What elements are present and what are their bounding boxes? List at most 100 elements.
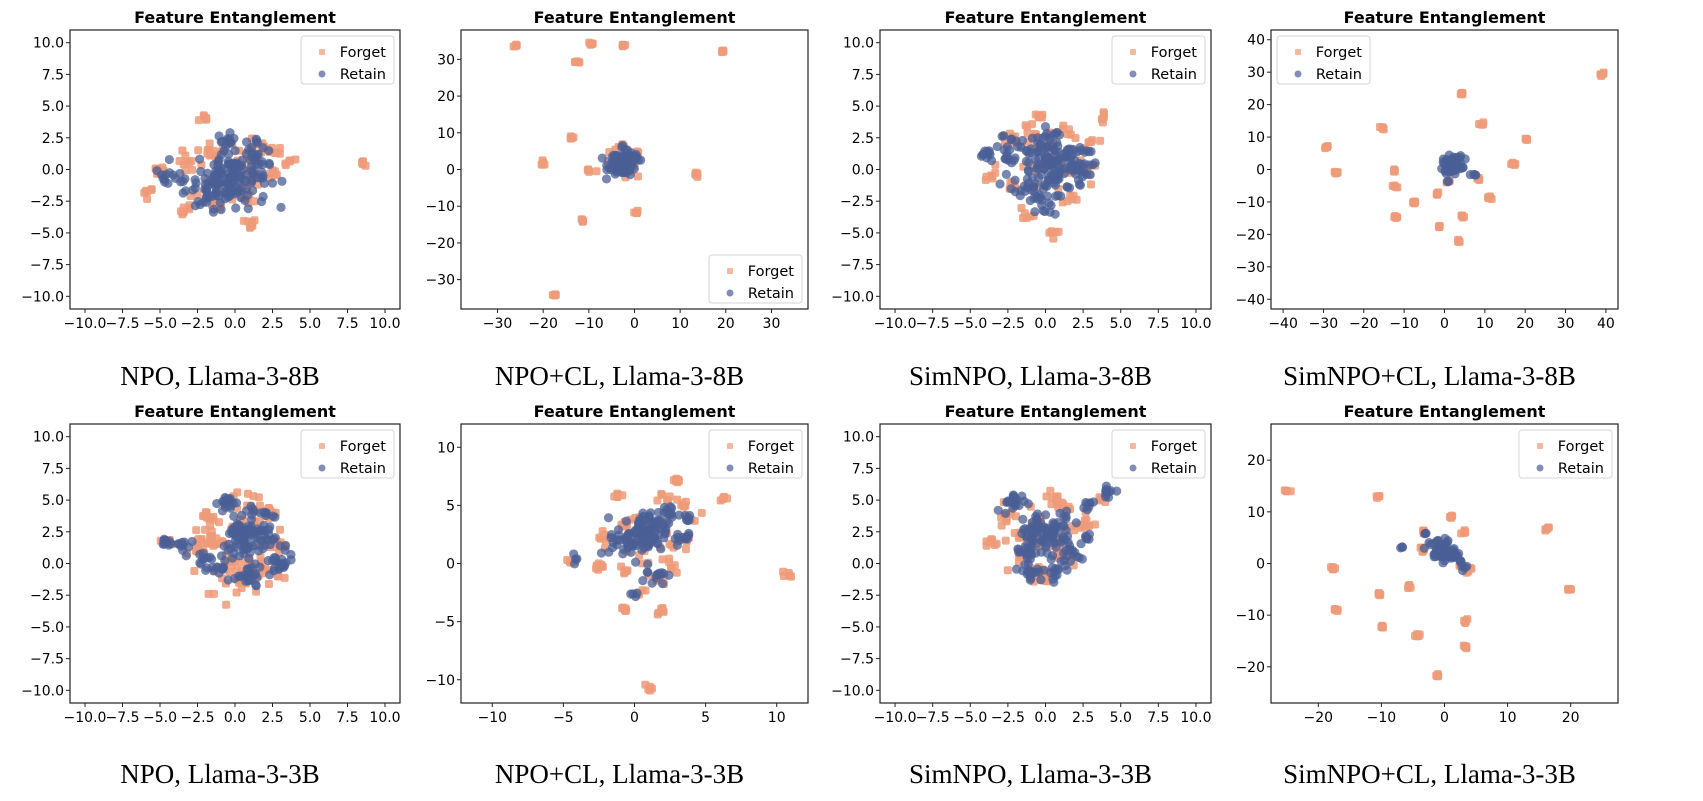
- forget-legend-marker: [319, 443, 325, 449]
- y-tick-label: 10.0: [33, 36, 64, 52]
- x-tick-label: 20: [1562, 710, 1580, 726]
- y-tick-label: 10: [437, 440, 455, 456]
- forget-point: [550, 291, 559, 300]
- retain-point: [229, 511, 239, 521]
- retain-point: [164, 168, 175, 178]
- y-tick-label: 0.0: [852, 557, 874, 573]
- legend: Forget Retain: [300, 429, 395, 479]
- retain-point: [1056, 191, 1066, 201]
- forget-point: [1090, 520, 1099, 529]
- y-tick-label: 7.5: [42, 67, 64, 83]
- retain-point: [1396, 543, 1406, 553]
- retain-point: [1058, 154, 1068, 164]
- retain-point: [231, 203, 241, 213]
- forget-point: [1392, 213, 1401, 222]
- forget-point: [563, 555, 572, 564]
- retain-point: [1065, 541, 1075, 551]
- x-tick-label: −10: [574, 316, 604, 332]
- x-tick-label: −10: [478, 710, 508, 726]
- y-tick-label: −10: [1235, 195, 1265, 211]
- x-tick-label: 5.0: [1110, 316, 1132, 332]
- y-tick-label: −7.5: [30, 652, 64, 668]
- retain-point: [596, 548, 606, 558]
- forget-point: [1003, 566, 1012, 575]
- retain-point: [630, 526, 640, 536]
- retain-point: [1045, 207, 1055, 217]
- y-tick-label: −2.5: [30, 194, 64, 210]
- retain-point: [1007, 497, 1017, 507]
- y-tick-label: −2.5: [30, 588, 64, 604]
- retain-point: [1081, 169, 1092, 179]
- y-tick-label: 0.0: [852, 163, 874, 179]
- forget-point: [192, 526, 201, 535]
- panel-caption: NPO, Llama-3-3B: [120, 759, 319, 789]
- points: [156, 488, 296, 609]
- retain-point: [237, 510, 247, 521]
- retain-point: [643, 559, 653, 569]
- scatter-panel-8: Feature Entanglement −20 −10 0 10 20 20 10 0 −10 −…: [1235, 402, 1619, 789]
- retain-point: [1000, 508, 1011, 518]
- points: [1321, 68, 1608, 246]
- y-tick-label: −2.5: [840, 588, 874, 604]
- y-tick-label: −10.0: [831, 289, 874, 305]
- retain-point: [269, 553, 279, 563]
- retain-point: [612, 166, 622, 176]
- forget-point: [982, 172, 991, 181]
- forget-point: [187, 156, 196, 165]
- retain-point: [1025, 548, 1036, 558]
- retain-point: [235, 161, 245, 172]
- legend-label-retain: Retain: [1316, 67, 1362, 83]
- retain-legend-marker: [726, 464, 734, 472]
- retain-point: [632, 588, 642, 598]
- forget-point: [1017, 204, 1026, 213]
- forget-point: [203, 149, 212, 158]
- forget-point: [1035, 112, 1044, 121]
- y-tick-label: 0: [1256, 557, 1265, 573]
- legend-label-forget: Forget: [1316, 45, 1363, 61]
- retain-point: [275, 541, 285, 551]
- y-tick-label: 5.0: [42, 493, 64, 509]
- forget-point: [672, 568, 681, 577]
- legend-label-forget: Forget: [748, 264, 795, 280]
- x-tick-label: 0: [630, 316, 639, 332]
- retain-point: [220, 492, 230, 503]
- retain-point: [216, 204, 226, 215]
- retain-point: [269, 566, 279, 576]
- forget-point: [1001, 536, 1010, 545]
- legend: Forget Retain: [1518, 429, 1613, 479]
- forget-legend-marker: [727, 268, 733, 274]
- retain-point: [1448, 158, 1459, 169]
- forget-point: [1046, 486, 1055, 495]
- retain-point: [1074, 179, 1085, 190]
- retain-point: [1036, 575, 1046, 585]
- panel-title: Feature Entanglement: [945, 8, 1147, 27]
- forget-point: [592, 167, 601, 176]
- retain-point: [597, 153, 607, 163]
- scatter-panel-5: Feature Entanglement−10.0 −7.5 −5.0 −2.5 0.0…: [21, 402, 401, 789]
- forget-point: [1390, 167, 1399, 176]
- forget-point: [264, 579, 273, 588]
- retain-point: [1070, 547, 1080, 558]
- retain-legend-marker: [726, 289, 734, 297]
- scatter-panel-1: Feature Entanglement−10.0 −7.5 −5.0 −2.5 0.0…: [21, 8, 401, 391]
- retain-point: [1043, 152, 1053, 162]
- forget-point: [285, 156, 294, 165]
- retain-legend-marker: [318, 464, 326, 472]
- y-tick-label: −2.5: [840, 194, 874, 210]
- y-tick-label: −7.5: [840, 652, 874, 668]
- forget-point: [1599, 69, 1608, 78]
- legend-label-retain: Retain: [1558, 461, 1604, 477]
- y-tick-label: 10: [437, 126, 455, 142]
- retain-point: [1040, 533, 1050, 544]
- panel-caption: NPO+CL, Llama-3-3B: [495, 759, 744, 789]
- retain-point: [1045, 134, 1055, 145]
- retain-point: [1030, 207, 1040, 217]
- retain-point: [159, 539, 169, 549]
- forget-point: [1070, 526, 1079, 535]
- x-tick-label: 10.0: [369, 710, 400, 726]
- forget-point: [511, 42, 520, 51]
- x-tick-label: 10.0: [1180, 710, 1211, 726]
- forget-point: [250, 197, 259, 206]
- retain-point: [1046, 200, 1056, 210]
- retain-point: [176, 541, 186, 551]
